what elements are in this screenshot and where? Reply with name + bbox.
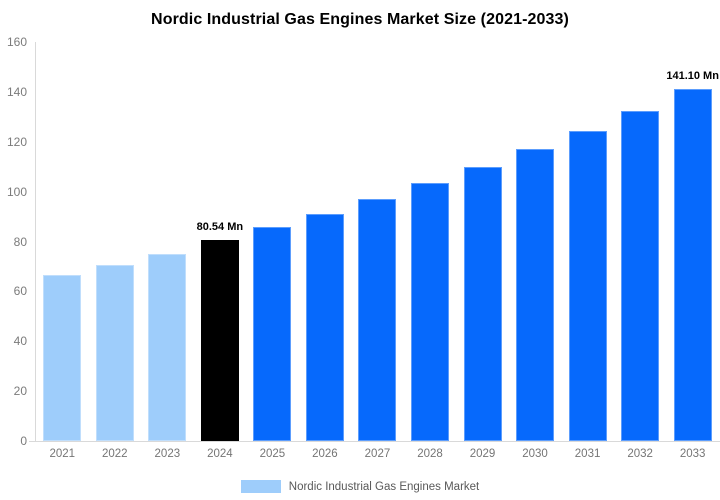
y-axis-tick-label: 40 [13,334,27,349]
bar-2033 [673,89,712,441]
bar-cell-2025 [246,42,299,441]
y-axis-tick-label: 120 [6,134,27,149]
x-axis-label: 2024 [207,448,233,460]
y-axis-tick-label: 0 [20,434,27,448]
bar-cell-2024: 80.54 Mn [194,42,247,441]
bar-cell-2031 [561,42,614,441]
bar-cell-2033: 141.10 Mn [666,42,719,441]
legend-swatch [240,480,281,493]
bar-2030 [516,149,555,441]
x-axis-label: 2032 [627,448,653,460]
y-axis-tick-label: 80 [13,234,27,249]
y-axis-tick-label: 160 [6,35,27,49]
x-axis-label: 2033 [679,448,706,460]
bar-2031 [568,130,607,441]
bar-2029 [463,166,502,441]
x-axis-label: 2031 [574,448,601,460]
x-axis-label: 2027 [364,448,391,460]
bar-2028 [410,183,449,441]
legend: Nordic Industrial Gas Engines Market [0,480,720,493]
chart-title: Nordic Industrial Gas Engines Market Siz… [151,11,569,28]
bar-cell-2030 [509,42,562,441]
bar-cell-2023 [141,42,194,441]
bar-2026 [305,213,344,441]
bar-2027 [358,198,397,441]
legend-label: Nordic Industrial Gas Engines Market [288,480,480,493]
x-axis-label: 2029 [469,448,496,460]
x-axis-label: 2026 [312,448,338,460]
bar-cell-2027 [351,42,404,441]
x-axis-label: 2021 [49,448,76,460]
bar-2023 [148,253,187,441]
bar-cell-2026 [299,42,352,441]
x-axis-label: 2025 [259,448,286,460]
plot-area: 0 20 40 60 80 100 120 140 160 80.54 Mn 141.10 Mn [7,35,720,448]
bar-series: 80.54 Mn 141.10 Mn [36,42,719,441]
bar-cell-2028 [404,42,457,441]
x-axis-line [29,441,720,442]
bar-cell-2029 [456,42,509,441]
x-axis-label: 2023 [154,448,181,460]
bar-value-label: 80.54 Mn [196,221,244,234]
bar-cell-2022 [89,42,142,441]
x-axis-label: 2030 [522,448,548,460]
y-axis-tick-label: 20 [13,384,27,399]
bar-2021 [43,275,82,441]
y-axis-tick-label: 100 [6,184,27,199]
bar-2022 [95,264,134,441]
y-axis-line [35,42,36,441]
bar-2032 [621,110,660,441]
y-axis-tick-label: 140 [6,84,27,99]
x-axis-label: 2028 [417,448,443,460]
bar-value-label: 141.10 Mn [666,70,719,83]
bar-2024 [200,240,239,441]
bar-cell-2021 [36,42,89,441]
bar-2025 [253,227,292,441]
y-axis-tick-label: 60 [13,284,27,299]
y-axis-tick-labels: 0 20 40 60 80 100 120 140 160 [0,35,31,448]
x-axis-labels: 2021 2022 2023 2024 2025 2026 2027 2028 2029 2030… [36,448,719,460]
bar-cell-2032 [614,42,667,441]
x-axis-label: 2022 [102,448,128,460]
